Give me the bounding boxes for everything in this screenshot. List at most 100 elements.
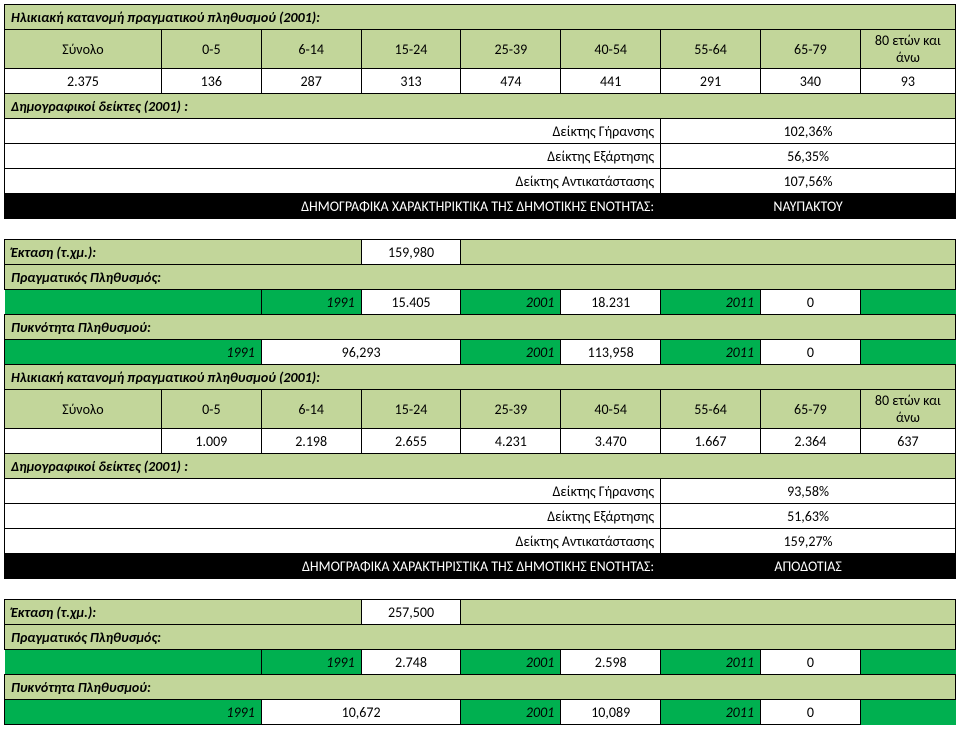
age-value: 1.009 bbox=[161, 429, 261, 454]
pop-label-row: Πραγματικός Πληθυσμός: bbox=[5, 265, 956, 290]
year: 1991 bbox=[261, 650, 361, 675]
age-title-row: Ηλικιακή κατανομή πραγματικού πληθυσμού … bbox=[5, 365, 956, 390]
area-value: 159,980 bbox=[361, 240, 461, 265]
value: 96,293 bbox=[261, 340, 461, 365]
year: 1991 bbox=[5, 340, 262, 365]
age-header: 6-14 bbox=[261, 30, 361, 69]
value: 10,089 bbox=[561, 700, 661, 725]
age-title: Ηλικιακή κατανομή πραγματικού πληθυσμού … bbox=[5, 365, 956, 390]
year: 2001 bbox=[461, 290, 561, 315]
value: 18.231 bbox=[561, 290, 661, 315]
value: 0 bbox=[760, 650, 860, 675]
value: 10,672 bbox=[261, 700, 461, 725]
year: 2001 bbox=[461, 650, 561, 675]
age-value: 2.198 bbox=[261, 429, 361, 454]
value: 0 bbox=[760, 700, 860, 725]
spacer bbox=[461, 600, 956, 625]
unit-value: ΝΑΥΠΑΚΤΟΥ bbox=[661, 194, 956, 219]
age-value: 1.667 bbox=[661, 429, 761, 454]
index-row: Δείκτης Αντικατάστασης 159,27% bbox=[5, 529, 956, 554]
pop-values-row: 1991 2.748 2001 2.598 2011 0 bbox=[5, 650, 956, 675]
age-header: 65-79 bbox=[760, 30, 860, 69]
dens-label-row: Πυκνότητα Πληθυσμού: bbox=[5, 675, 956, 700]
unit-label: ΔΗΜΟΓΡΑΦΙΚΑ ΧΑΡΑΚΤΗΡΙΚΤΙΚΑ ΤΗΣ ΔΗΜΟΤΙΚΗΣ… bbox=[5, 194, 661, 219]
unit-header-row: ΔΗΜΟΓΡΑΦΙΚΑ ΧΑΡΑΚΤΗΡΙΚΤΙΚΑ ΤΗΣ ΔΗΜΟΤΙΚΗΣ… bbox=[5, 194, 956, 219]
year: 2001 bbox=[461, 700, 561, 725]
index-value: 93,58% bbox=[661, 479, 956, 504]
age-value: 637 bbox=[860, 429, 955, 454]
area-label: Έκταση (τ.χμ.): bbox=[5, 240, 362, 265]
age-header: 15-24 bbox=[361, 390, 461, 429]
age-header: 0-5 bbox=[161, 30, 261, 69]
age-header: 25-39 bbox=[461, 390, 561, 429]
year: 2011 bbox=[661, 700, 761, 725]
value: 113,958 bbox=[561, 340, 661, 365]
age-values-row: 2.375 136 287 313 474 441 291 340 93 bbox=[5, 69, 956, 94]
pop-values-row: 1991 15.405 2001 18.231 2011 0 bbox=[5, 290, 956, 315]
demo-title-row: Δημογραφικοί δείκτες (2001) : bbox=[5, 94, 956, 119]
spacer bbox=[461, 240, 956, 265]
age-value: 287 bbox=[261, 69, 361, 94]
age-header: 40-54 bbox=[561, 390, 661, 429]
index-value: 159,27% bbox=[661, 529, 956, 554]
age-values-row: 1.009 2.198 2.655 4.231 3.470 1.667 2.36… bbox=[5, 429, 956, 454]
year: 1991 bbox=[261, 290, 361, 315]
index-label: Δείκτης Αντικατάστασης bbox=[5, 529, 661, 554]
index-value: 51,63% bbox=[661, 504, 956, 529]
age-value: 3.470 bbox=[561, 429, 661, 454]
pop-label: Πραγματικός Πληθυσμός: bbox=[5, 625, 956, 650]
demo-title: Δημογραφικοί δείκτες (2001) : bbox=[5, 94, 956, 119]
year: 2011 bbox=[661, 650, 761, 675]
age-value: 93 bbox=[860, 69, 955, 94]
unit-header-row: ΔΗΜΟΓΡΑΦΙΚΑ ΧΑΡΑΚΤΗΡΙΣΤΙΚΑ ΤΗΣ ΔΗΜΟΤΙΚΗΣ… bbox=[5, 554, 956, 579]
age-header: 0-5 bbox=[161, 390, 261, 429]
age-value: 441 bbox=[561, 69, 661, 94]
age-header: 55-64 bbox=[661, 30, 761, 69]
age-header: 25-39 bbox=[461, 30, 561, 69]
value: 0 bbox=[760, 340, 860, 365]
unit-value: ΑΠΟΔΟΤΙΑΣ bbox=[661, 554, 956, 579]
age-value: 2.375 bbox=[5, 69, 162, 94]
age-value: 313 bbox=[361, 69, 461, 94]
area-label: Έκταση (τ.χμ.): bbox=[5, 600, 362, 625]
age-header: 80 ετών και άνω bbox=[860, 390, 955, 429]
age-header: 65-79 bbox=[760, 390, 860, 429]
age-value: 136 bbox=[161, 69, 261, 94]
index-value: 56,35% bbox=[661, 144, 956, 169]
age-title: Ηλικιακή κατανομή πραγματικού πληθυσμού … bbox=[5, 5, 956, 30]
dens-label: Πυκνότητα Πληθυσμού: bbox=[5, 315, 956, 340]
age-header: Σύνολο bbox=[5, 390, 162, 429]
age-header: 15-24 bbox=[361, 30, 461, 69]
year: 2011 bbox=[661, 340, 761, 365]
dens-values-row: 1991 10,672 2001 10,089 2011 0 bbox=[5, 700, 956, 725]
index-label: Δείκτης Εξάρτησης bbox=[5, 504, 661, 529]
index-value: 107,56% bbox=[661, 169, 956, 194]
dens-label-row: Πυκνότητα Πληθυσμού: bbox=[5, 315, 956, 340]
value: 2.598 bbox=[561, 650, 661, 675]
age-value: 4.231 bbox=[461, 429, 561, 454]
age-header: Σύνολο bbox=[5, 30, 162, 69]
age-value: 474 bbox=[461, 69, 561, 94]
dens-label: Πυκνότητα Πληθυσμού: bbox=[5, 675, 956, 700]
index-row: Δείκτης Γήρανσης 93,58% bbox=[5, 479, 956, 504]
age-value: 2.364 bbox=[760, 429, 860, 454]
demographics-table: Ηλικιακή κατανομή πραγματικού πληθυσμού … bbox=[4, 4, 956, 725]
age-header: 6-14 bbox=[261, 390, 361, 429]
pop-label-row: Πραγματικός Πληθυσμός: bbox=[5, 625, 956, 650]
dens-values-row: 1991 96,293 2001 113,958 2011 0 bbox=[5, 340, 956, 365]
demo-title: Δημογραφικοί δείκτες (2001) : bbox=[5, 454, 956, 479]
pop-label: Πραγματικός Πληθυσμός: bbox=[5, 265, 956, 290]
year: 1991 bbox=[5, 700, 262, 725]
age-header-row: Σύνολο 0-5 6-14 15-24 25-39 40-54 55-64 … bbox=[5, 30, 956, 69]
index-label: Δείκτης Γήρανσης bbox=[5, 119, 661, 144]
area-row: Έκταση (τ.χμ.): 159,980 bbox=[5, 240, 956, 265]
value: 2.748 bbox=[361, 650, 461, 675]
value: 0 bbox=[760, 290, 860, 315]
age-title-row: Ηλικιακή κατανομή πραγματικού πληθυσμού … bbox=[5, 5, 956, 30]
year: 2001 bbox=[461, 340, 561, 365]
age-header-row: Σύνολο 0-5 6-14 15-24 25-39 40-54 55-64 … bbox=[5, 390, 956, 429]
unit-label: ΔΗΜΟΓΡΑΦΙΚΑ ΧΑΡΑΚΤΗΡΙΣΤΙΚΑ ΤΗΣ ΔΗΜΟΤΙΚΗΣ… bbox=[5, 554, 661, 579]
index-label: Δείκτης Αντικατάστασης bbox=[5, 169, 661, 194]
index-value: 102,36% bbox=[661, 119, 956, 144]
demo-title-row: Δημογραφικοί δείκτες (2001) : bbox=[5, 454, 956, 479]
